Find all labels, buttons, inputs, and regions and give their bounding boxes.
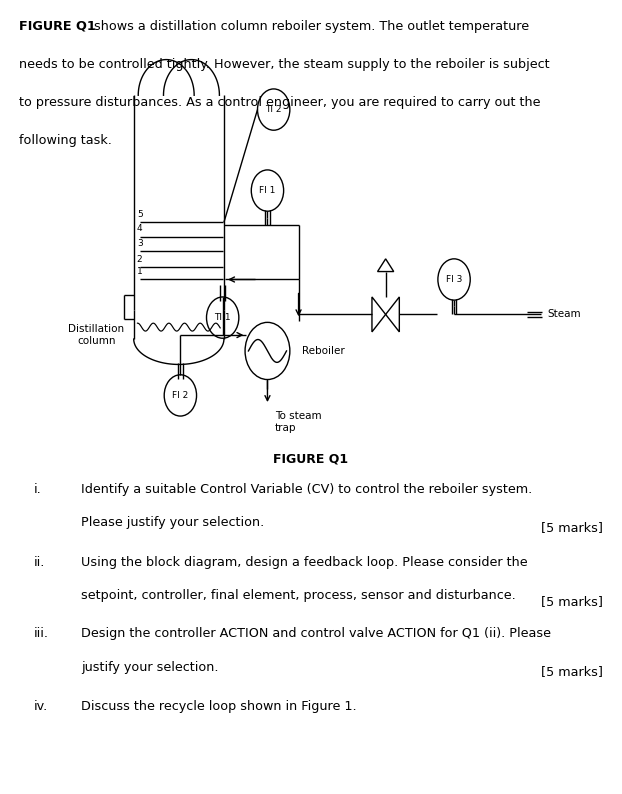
Text: needs to be controlled tightly. However, the steam supply to the reboiler is sub: needs to be controlled tightly. However,… [19,58,549,71]
Text: 4: 4 [137,225,142,233]
Text: 3: 3 [137,239,142,248]
Text: 5: 5 [137,210,142,219]
Text: Distillation
column: Distillation column [68,324,124,345]
Text: following task.: following task. [19,134,111,147]
Text: FIGURE Q1: FIGURE Q1 [19,20,95,33]
Text: ii.: ii. [34,556,45,569]
Text: 2: 2 [137,255,142,264]
Text: FI 1: FI 1 [259,186,276,195]
Text: Reboiler: Reboiler [302,346,345,356]
Text: 1: 1 [137,268,142,276]
Text: [5 marks]: [5 marks] [542,596,603,608]
Text: FIGURE Q1: FIGURE Q1 [274,453,348,465]
Text: shows a distillation column reboiler system. The outlet temperature: shows a distillation column reboiler sys… [90,20,529,33]
Text: to pressure disturbances. As a control engineer, you are required to carry out t: to pressure disturbances. As a control e… [19,96,540,109]
Text: iii.: iii. [34,627,49,640]
Text: Please justify your selection.: Please justify your selection. [81,516,264,529]
Text: Steam: Steam [547,310,581,319]
Text: iv.: iv. [34,700,49,713]
Text: [5 marks]: [5 marks] [542,521,603,534]
Text: Identify a suitable Control Variable (CV) to control the reboiler system.: Identify a suitable Control Variable (CV… [81,483,532,495]
Text: i.: i. [34,483,42,495]
Text: TI 1: TI 1 [215,313,231,322]
Text: setpoint, controller, final element, process, sensor and disturbance.: setpoint, controller, final element, pro… [81,589,516,602]
Text: Using the block diagram, design a feedback loop. Please consider the: Using the block diagram, design a feedba… [81,556,527,569]
Text: FI 2: FI 2 [172,391,188,400]
Text: [5 marks]: [5 marks] [542,665,603,678]
Text: TI 2: TI 2 [266,105,282,114]
Circle shape [245,322,290,380]
Text: Design the controller ACTION and control valve ACTION for Q1 (ii). Please: Design the controller ACTION and control… [81,627,551,640]
Text: justify your selection.: justify your selection. [81,661,218,673]
Text: To steam
trap: To steam trap [275,411,322,433]
Text: FI 3: FI 3 [446,275,462,284]
Text: Discuss the recycle loop shown in Figure 1.: Discuss the recycle loop shown in Figure… [81,700,356,713]
